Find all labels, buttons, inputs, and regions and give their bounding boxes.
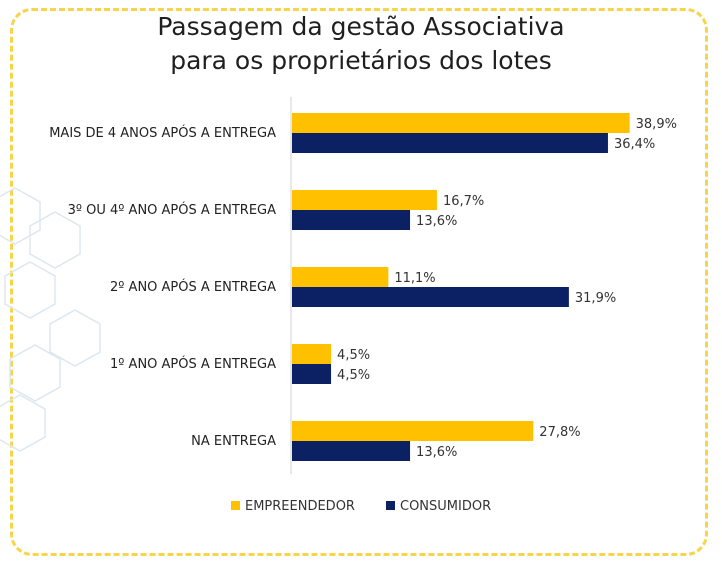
data-label-consumidor-4: 4,5% <box>337 368 370 383</box>
title-line-2: para os proprietários dos lotes <box>170 46 552 75</box>
bar-empreendedor-2 <box>292 190 437 210</box>
bar-consumidor-3 <box>292 287 569 307</box>
data-label-consumidor-1: 36,4% <box>614 137 655 152</box>
data-label-consumidor-2: 13,6% <box>416 214 457 229</box>
hexagon-pattern-decoration <box>0 187 101 452</box>
category-label-1: MAIS DE 4 ANOS APÓS A ENTREGA <box>49 125 276 141</box>
bar-empreendedor-1 <box>292 113 630 133</box>
bars-group: MAIS DE 4 ANOS APÓS A ENTREGA 38,9% 36,4% 3… <box>49 113 677 461</box>
legend-label-consumidor: CONSUMIDOR <box>400 499 491 514</box>
chart-title: Passagem da gestão Associativa para os p… <box>0 10 722 78</box>
legend-swatch-consumidor <box>386 501 395 510</box>
data-label-empreendedor-3: 11,1% <box>394 271 435 286</box>
data-label-empreendedor-5: 27,8% <box>539 425 580 440</box>
data-label-empreendedor-2: 16,7% <box>443 194 484 209</box>
data-label-consumidor-3: 31,9% <box>575 291 616 306</box>
bar-empreendedor-5 <box>292 421 534 441</box>
bar-empreendedor-3 <box>292 267 389 287</box>
legend: EMPREENDEDOR CONSUMIDOR <box>231 499 491 514</box>
bar-empreendedor-4 <box>292 344 332 364</box>
legend-label-empreendedor: EMPREENDEDOR <box>245 499 355 514</box>
bar-consumidor-5 <box>292 441 411 461</box>
category-label-3: 2º ANO APÓS A ENTREGA <box>110 279 276 295</box>
bar-consumidor-1 <box>292 133 608 153</box>
bar-consumidor-4 <box>292 364 332 384</box>
category-label-4: 1º ANO APÓS A ENTREGA <box>110 356 276 372</box>
category-label-2: 3º OU 4º ANO APÓS A ENTREGA <box>68 202 276 218</box>
data-label-empreendedor-4: 4,5% <box>337 348 370 363</box>
legend-swatch-empreendedor <box>231 501 240 510</box>
title-line-1: Passagem da gestão Associativa <box>157 12 565 41</box>
category-label-5: NA ENTREGA <box>191 434 276 449</box>
bar-consumidor-2 <box>292 210 411 230</box>
data-label-consumidor-5: 13,6% <box>416 445 457 460</box>
data-label-empreendedor-1: 38,9% <box>636 117 677 132</box>
dashed-frame <box>10 8 708 556</box>
